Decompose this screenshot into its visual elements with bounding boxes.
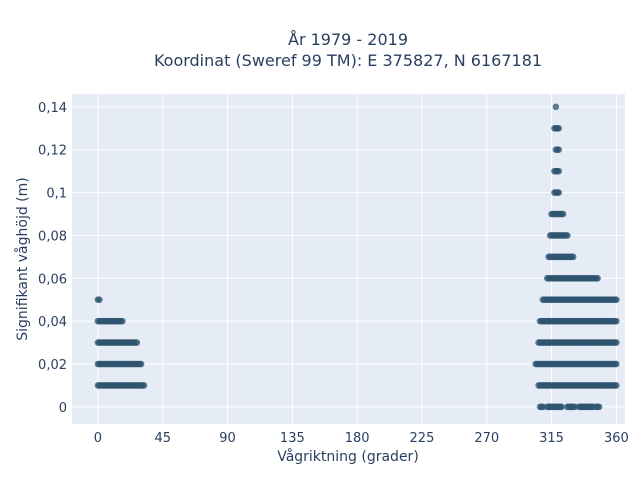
data-point <box>96 296 103 304</box>
y-tick-labels: 0 0,02 0,04 0,06 0,08 0,1 0,12 0,14 <box>38 101 67 416</box>
data-point <box>119 317 126 325</box>
grid-lines <box>72 94 625 424</box>
x-tick-label: 135 <box>280 431 305 446</box>
data-point <box>555 189 563 196</box>
data-points <box>94 103 620 411</box>
data-point <box>558 403 565 411</box>
y-tick-label: 0 <box>59 401 67 416</box>
data-point <box>555 146 563 154</box>
y-tick-label: 0,12 <box>38 144 67 159</box>
y-tick-label: 0,14 <box>38 101 67 116</box>
data-point <box>564 232 571 239</box>
chart-title-line1: År 1979 - 2019 <box>288 30 408 49</box>
x-tick-label: 180 <box>345 431 370 446</box>
chart-title-line2: Koordinat (Sweref 99 TM): E 375827, N 61… <box>154 51 542 70</box>
y-tick-label: 0,02 <box>38 358 67 373</box>
y-tick-label: 0,04 <box>38 315 67 330</box>
x-tick-label: 45 <box>154 431 171 446</box>
y-tick-label: 0,1 <box>46 187 67 202</box>
data-point <box>594 274 601 282</box>
data-point <box>595 403 603 411</box>
plot-background <box>72 94 625 424</box>
data-point <box>613 339 620 346</box>
y-axis-label: Signifikant våghöjd (m) <box>14 177 31 340</box>
y-tick-label: 0,06 <box>38 272 67 287</box>
data-point <box>133 339 141 346</box>
data-point <box>555 167 563 175</box>
data-point <box>569 253 577 261</box>
y-tick-label: 0,08 <box>38 229 67 244</box>
data-point <box>613 360 620 368</box>
x-tick-label: 90 <box>219 431 236 446</box>
x-tick-label: 360 <box>604 431 629 446</box>
data-point <box>137 360 145 368</box>
x-tick-label: 270 <box>474 431 499 446</box>
x-tick-label: 0 <box>94 431 102 446</box>
x-tick-label: 315 <box>539 431 564 446</box>
data-point <box>552 103 560 111</box>
data-point <box>613 296 620 304</box>
x-tick-labels: 0 45 90 135 180 225 270 315 360 <box>94 431 629 446</box>
data-point <box>613 317 620 325</box>
data-point <box>613 382 620 389</box>
data-point <box>555 124 563 132</box>
data-point <box>140 382 148 389</box>
x-tick-label: 225 <box>410 431 435 446</box>
x-axis-label: Vågriktning (grader) <box>277 448 419 465</box>
data-point <box>559 210 567 218</box>
